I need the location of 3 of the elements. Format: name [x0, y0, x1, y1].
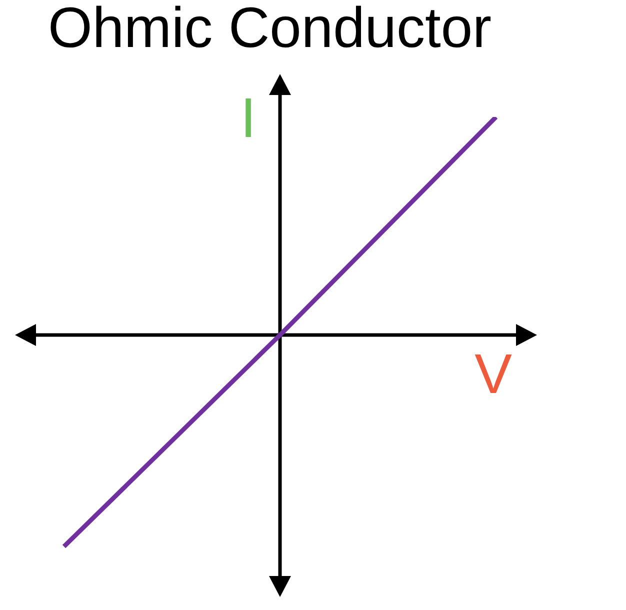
chart-title: Ohmic Conductor — [48, 0, 492, 60]
y-axis-title: I — [240, 86, 256, 149]
x-axis-title: V — [474, 342, 513, 405]
